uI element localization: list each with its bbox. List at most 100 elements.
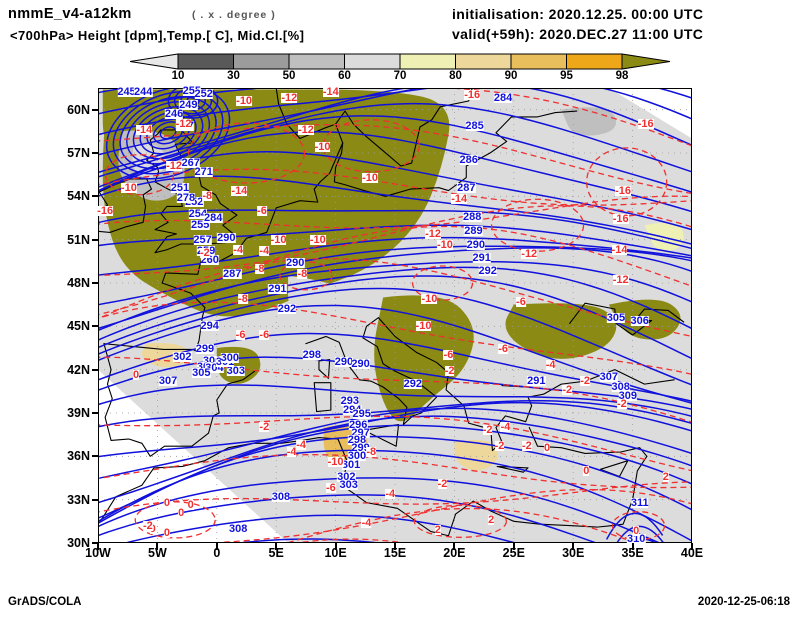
x-axis-tickmark [453,543,456,550]
y-axis-tick-39N: 39N [67,406,90,420]
temperature-contour-label: 2 [434,524,441,536]
y-axis-tickmark [92,282,99,284]
y-axis-tickmark [92,498,99,501]
temperature-contour-label: -12 [612,274,629,287]
height-contour-label: 245 [117,86,136,99]
height-contour-label: 306 [630,314,649,327]
temperature-contour-label: -4 [286,446,297,458]
height-contour-label: 278 [176,191,196,204]
height-contour-label: 292 [478,265,497,278]
temperature-contour-label: -12 [166,160,182,172]
temperature-contour-label: -10 [270,233,287,246]
temperature-contour-label: -16 [637,118,654,131]
temperature-contour-label: -4 [500,421,511,434]
colorbar: 10 30 50 60 70 80 90 95 98 [130,53,670,83]
height-contour-label: 307 [599,370,619,383]
temperature-contour-label: -14 [136,123,153,136]
x-axis-tickmark [512,543,515,550]
height-contour-label: 284 [493,92,513,105]
height-contour-label: 254 [188,207,207,220]
height-contour-label: 298 [302,349,322,362]
height-contour-label: 310 [626,532,646,545]
temperature-contour-label: -8 [202,190,213,203]
temperature-contour-label: -2 [259,421,270,434]
temperature-contour-label: -10 [421,292,438,305]
height-contour-label: 287 [223,268,242,281]
temperature-contour-label: 0 [633,525,640,538]
initialisation-label: initialisation: 2020.12.25. 00:00 UTC [452,6,704,22]
fields-label: <700hPa> Height [dpm],Temp.[ C], Mid.Cl.… [10,28,305,43]
colorbar-tick-90: 90 [504,70,518,82]
temperature-contour-label: -4 [545,359,556,372]
temperature-contour-label: -6 [443,349,454,362]
height-contour-label: 267 [181,157,200,170]
height-contour-label: 244 [133,86,153,99]
y-axis-tickmark [92,368,99,371]
temperature-contour-label: -10 [309,233,326,246]
height-contour-label: 293 [340,395,360,408]
height-contour-label: 299 [195,343,215,356]
height-contour-label: 294 [200,320,219,333]
y-axis-tick-60N: 60N [67,102,90,117]
height-contour-label: 287 [457,181,476,194]
temperature-contour-label: -14 [451,193,468,206]
y-axis-tick-54N: 54N [67,189,90,204]
height-contour-label: 300 [220,352,240,365]
temperature-contour-label: -8 [254,262,265,275]
y-axis-tick-42N: 42N [67,362,90,377]
x-axis-tick-35E: 35E [621,546,644,560]
y-axis-tick-57N: 57N [67,146,90,160]
temperature-contour-label: -2 [143,519,153,532]
temperature-contour-label: -2 [437,477,448,490]
temperature-contour-label: 0 [178,506,185,519]
height-contour-label: 251 [170,181,190,194]
height-contour-label: 291 [268,282,287,295]
x-axis-tick-5E: 5E [268,546,284,560]
temperature-contour-label: -10 [436,239,453,252]
height-contour-label: 249 [179,99,198,112]
y-axis-tickmark [92,325,99,328]
height-contour-label: 307 [158,375,178,388]
height-contour-label: 288 [463,210,482,223]
colorbar-tick-60: 60 [338,70,351,82]
temperature-contour-label: -12 [297,123,314,136]
x-axis-tick-15E: 15E [383,546,407,560]
timestamp-label: 2020-12-25-06:18 [697,596,790,608]
height-contour-label: 290 [334,356,354,369]
temperature-contour-label: -10 [314,141,331,154]
temperature-contour-label: -6 [498,343,508,356]
x-axis-tick-40E: 40E [680,546,704,560]
y-axis-tickmark [92,195,99,198]
temperature-contour-label: -14 [322,86,339,99]
temperature-contour-label: -12 [281,92,298,105]
y-axis-tickmark [92,542,99,544]
x-axis-tickmark [215,543,218,550]
height-contour-label: 299 [351,441,370,454]
height-contour-label: 302 [337,470,356,483]
height-contour-label: 246 [164,108,184,120]
x-axis-tick-20E: 20E [443,546,466,560]
temperature-contour-label: -12 [425,227,441,240]
x-axis-tick-0: 0 [213,546,221,560]
temperature-contour-label: -14 [231,184,248,197]
height-contour-label: 297 [351,427,370,440]
height-contour-label: 294 [343,405,362,416]
temperature-contour-label: -12 [175,118,192,131]
temperature-contour-label: -2 [617,398,627,411]
height-contour-label: 260 [200,253,219,266]
temperature-contour-label: -2 [494,440,505,453]
height-contour-label: 309 [618,389,638,402]
height-contour-label: 286 [459,154,478,167]
x-axis-tickmark [275,543,278,550]
temperature-contour-label: -6 [325,482,336,495]
temperature-contour-label: 0 [583,464,590,477]
x-axis-tick-5W: 5W [148,546,167,560]
height-contour-label: 298 [347,434,367,447]
x-axis-tick-25E: 25E [502,546,525,560]
height-contour-label: 300 [202,356,222,367]
temperature-contour-label: -4 [233,243,244,256]
temperature-contour-label: -2 [521,440,532,453]
height-contour-label: 295 [352,408,371,421]
x-axis-tickmark [691,543,693,550]
temperature-contour-label: -8 [297,268,308,281]
